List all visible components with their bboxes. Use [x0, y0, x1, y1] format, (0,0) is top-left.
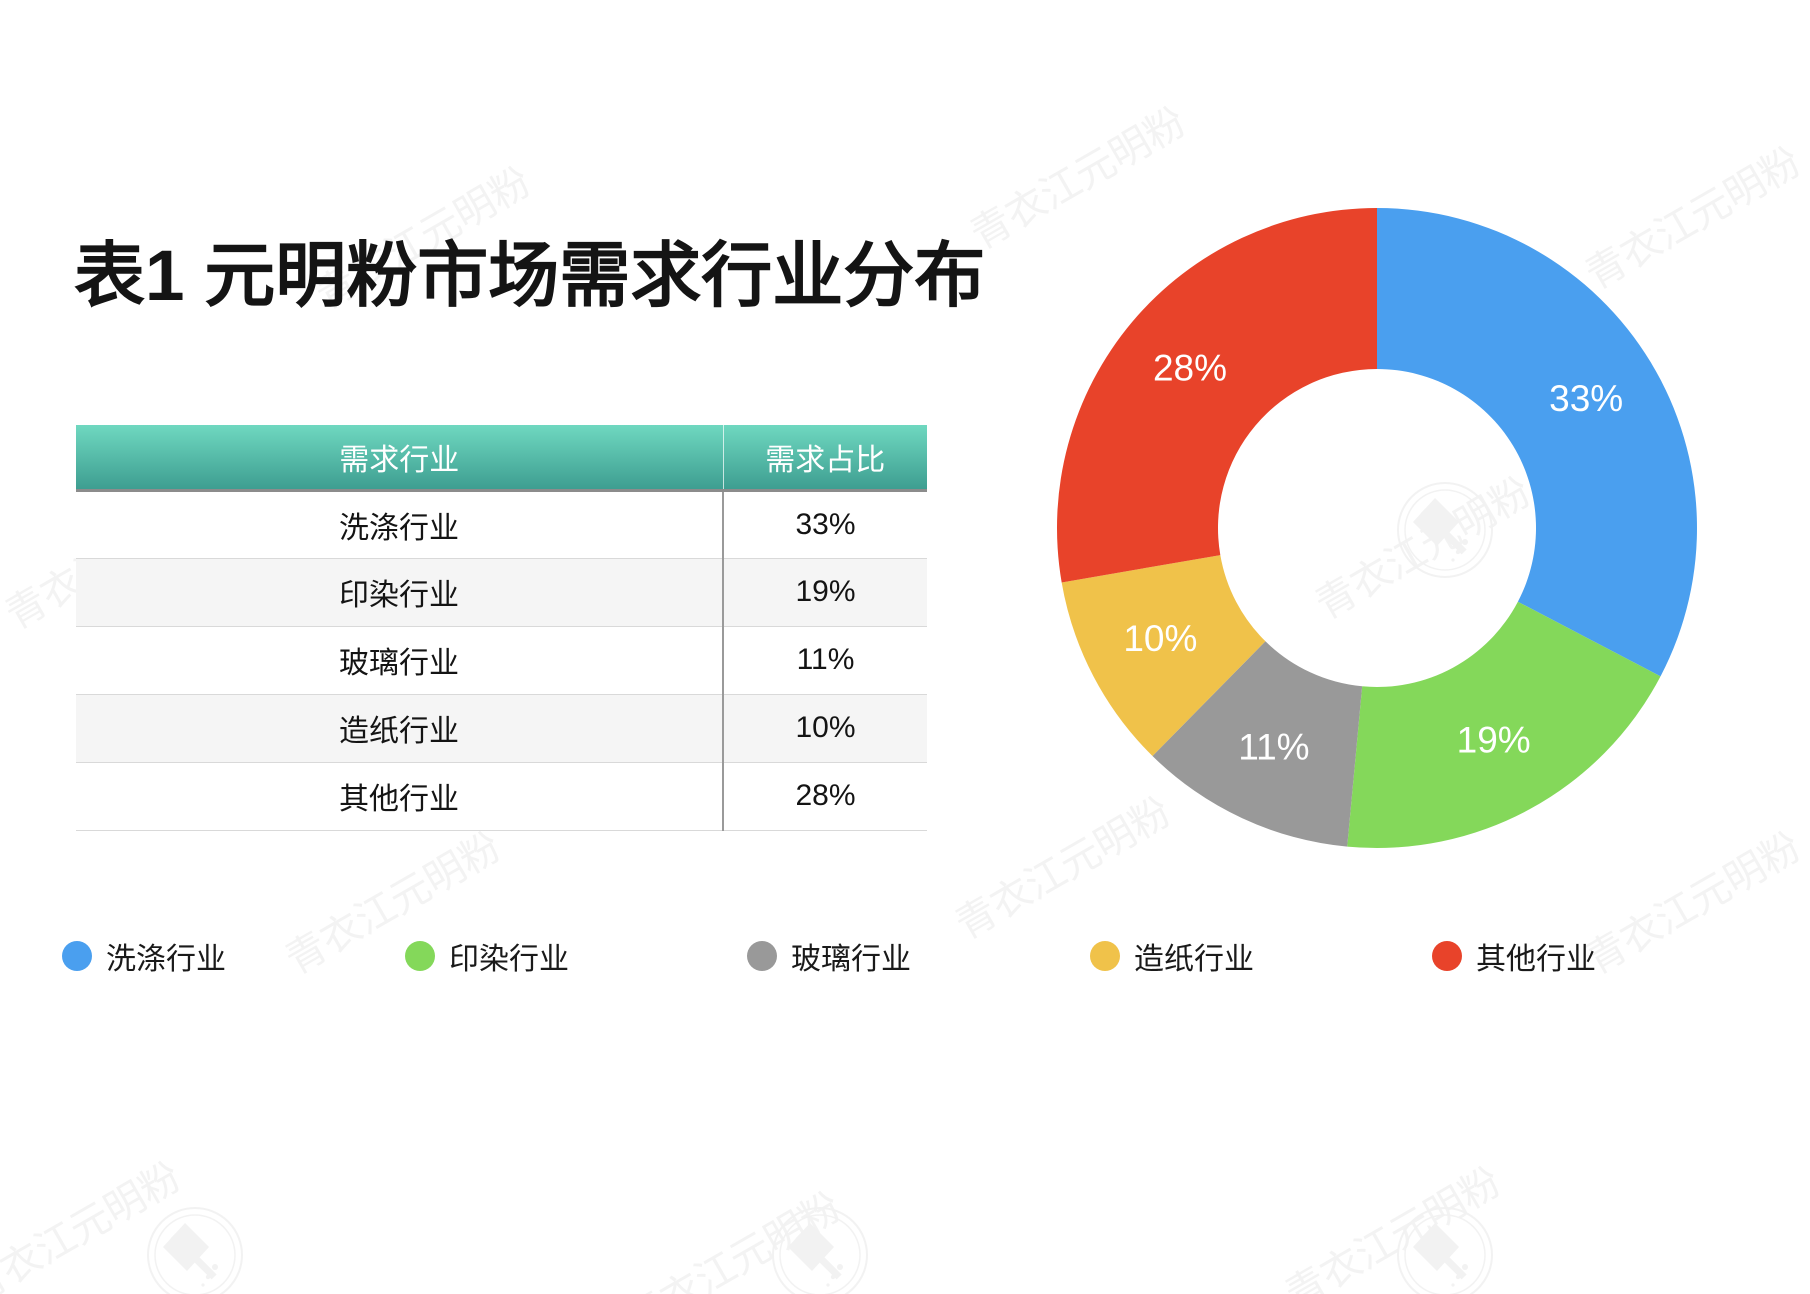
- svg-text:19%: 19%: [1457, 720, 1531, 761]
- svg-text:11%: 11%: [1238, 726, 1309, 767]
- svg-text:33%: 33%: [1549, 378, 1623, 419]
- svg-text:28%: 28%: [1153, 347, 1227, 388]
- svg-text:10%: 10%: [1123, 618, 1197, 659]
